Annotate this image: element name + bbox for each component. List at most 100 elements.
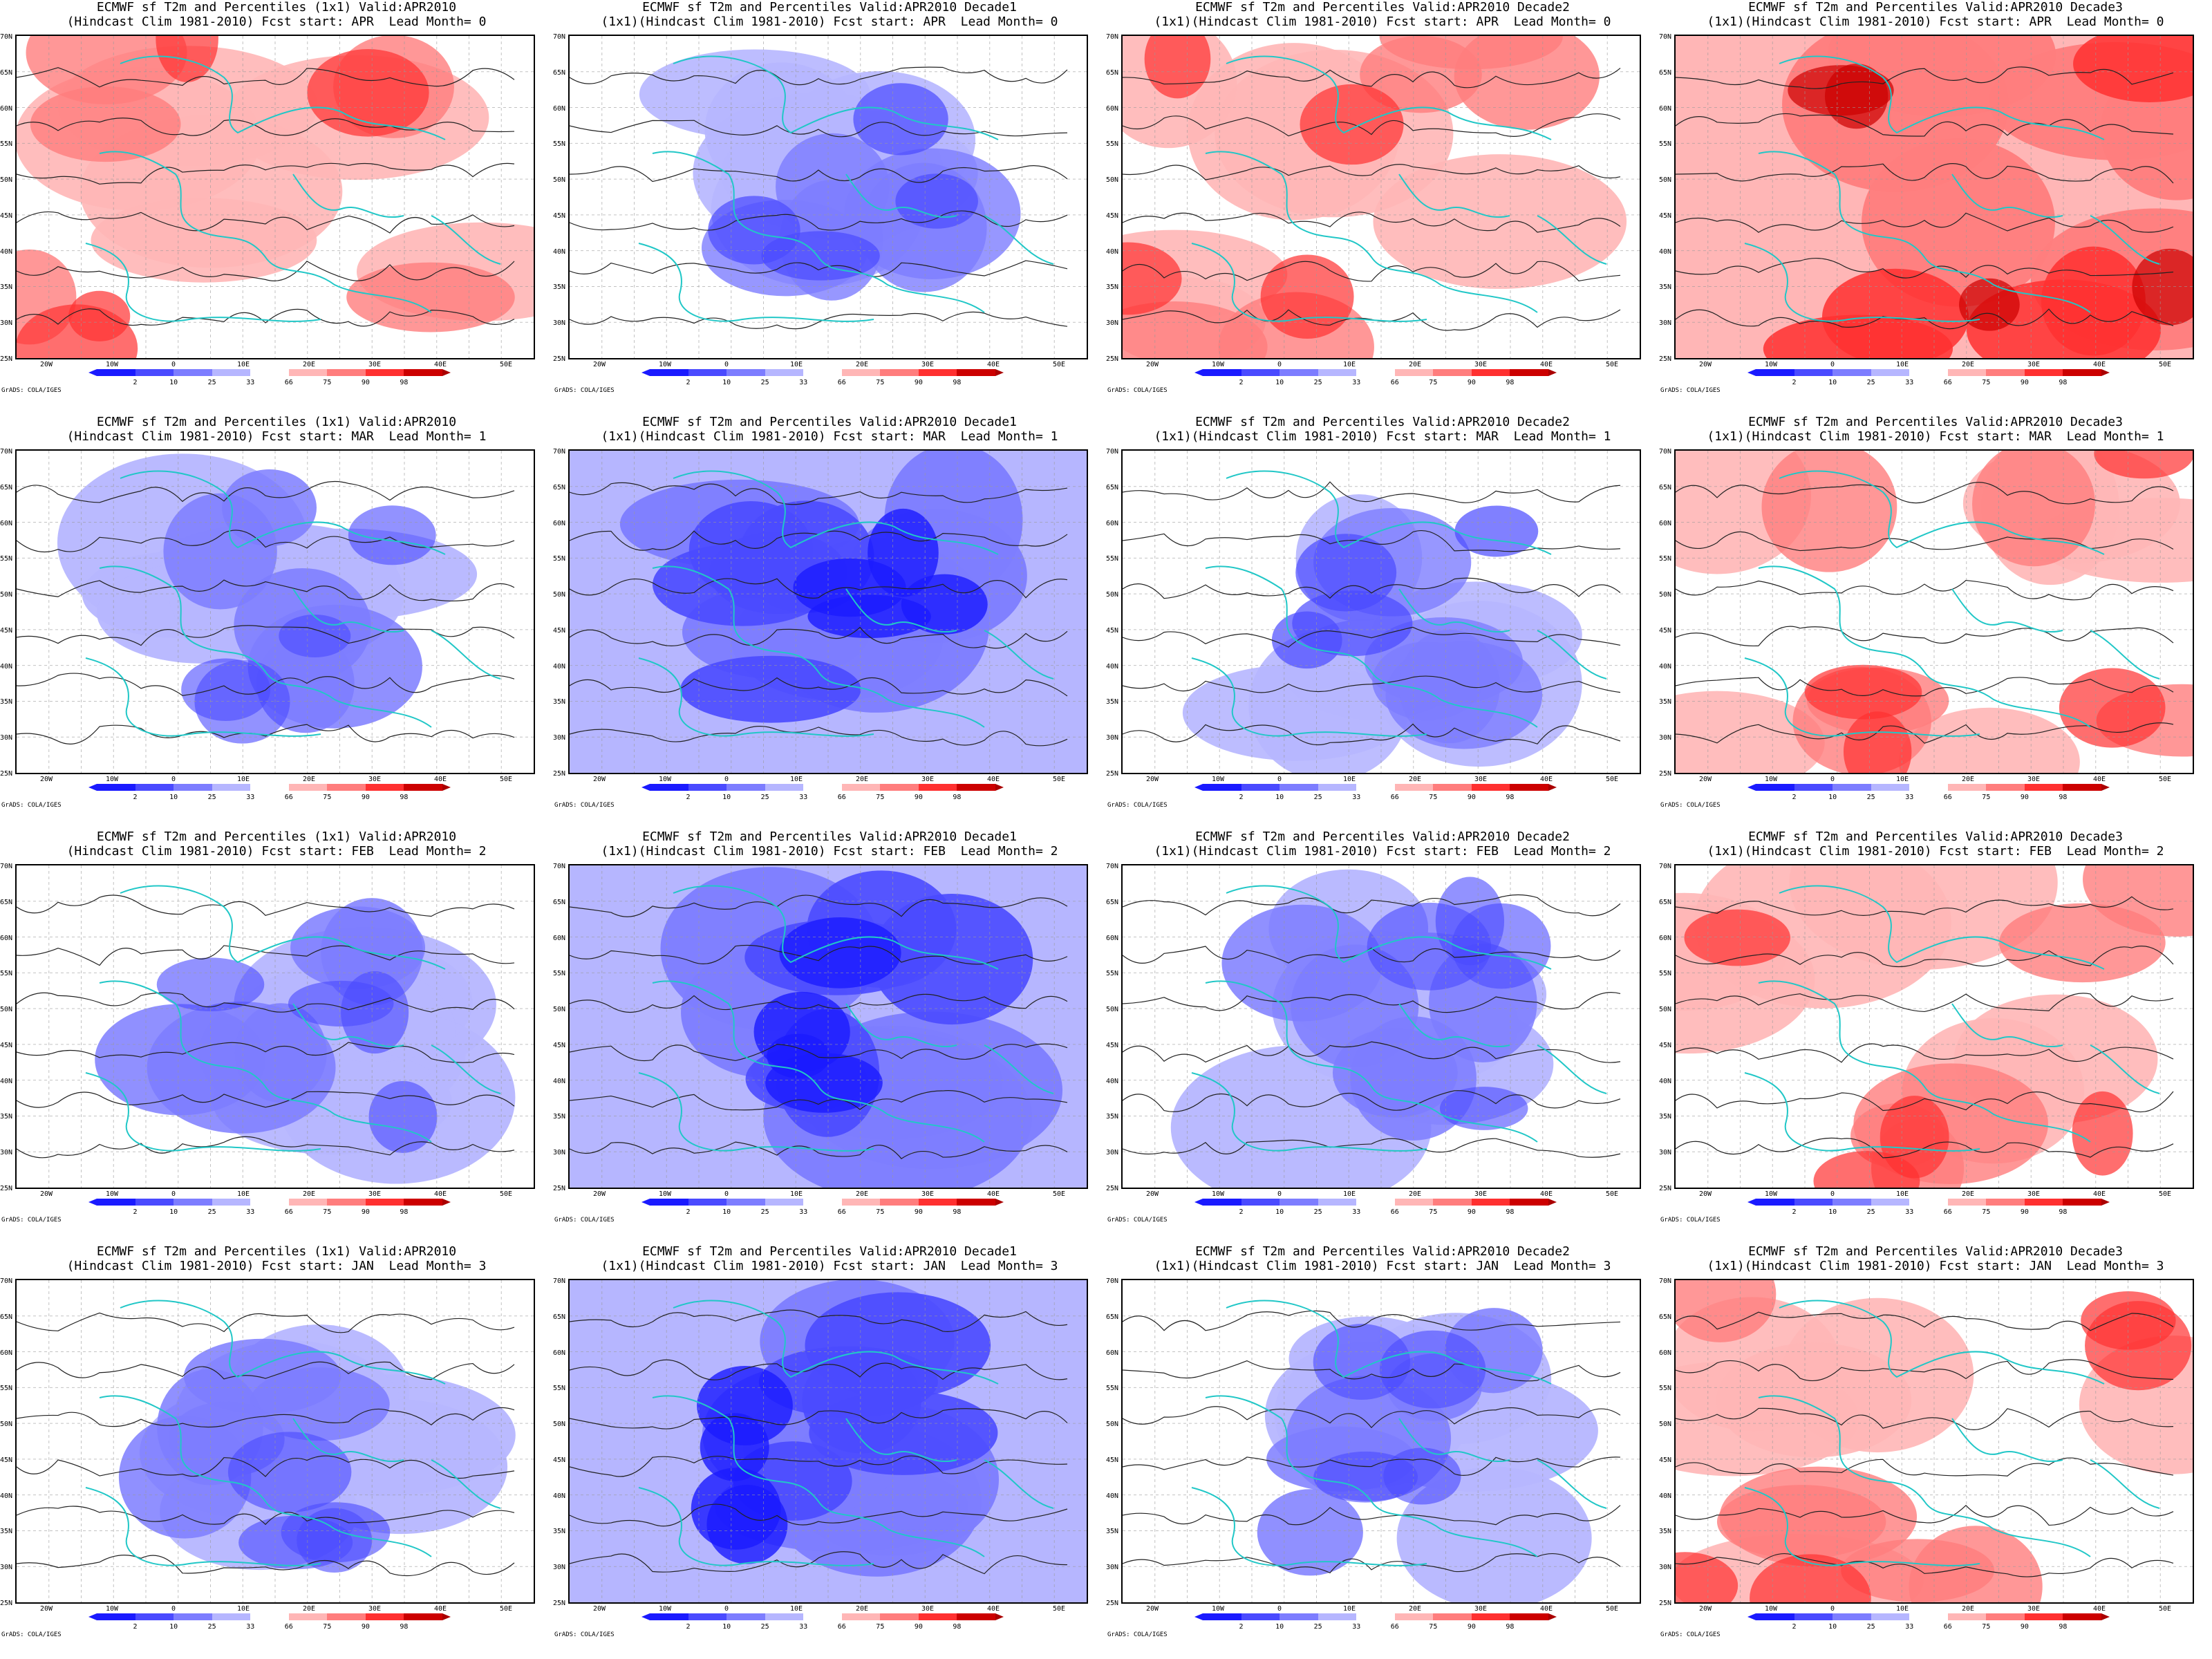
percentile-map bbox=[15, 864, 535, 1189]
latitude-label: 25N bbox=[553, 1185, 566, 1192]
latitude-label: 45N bbox=[0, 1456, 13, 1464]
colorbar-segment bbox=[1471, 1199, 1510, 1206]
latitude-label: 40N bbox=[0, 1492, 13, 1500]
colorbar-tick-label: 33 bbox=[1905, 794, 1914, 801]
colorbar-min-arrow bbox=[1747, 369, 1756, 376]
colorbar-max-arrow bbox=[442, 1199, 451, 1206]
colorbar-max-arrow bbox=[995, 369, 1004, 376]
colorbar-segment bbox=[688, 1613, 727, 1620]
colorbar-tick-label: 2 bbox=[686, 1623, 691, 1631]
colorbar-tick-label: 98 bbox=[953, 1208, 962, 1216]
colorbar-tick-label: 10 bbox=[1275, 794, 1284, 801]
colorbar-segment bbox=[803, 1613, 842, 1620]
latitude-label: 30N bbox=[1659, 734, 1672, 742]
latitude-label: 30N bbox=[553, 1564, 566, 1572]
latitude-label: 35N bbox=[1659, 698, 1672, 706]
percentile-colorbar: 2 10 25 33 66 75 90 98 bbox=[88, 369, 451, 397]
map-panel: ECMWF sf T2m and Percentiles (1x1) Valid… bbox=[0, 830, 539, 1244]
latitude-label: 45N bbox=[1659, 212, 1672, 220]
colorbar-segment bbox=[1241, 784, 1280, 791]
map-canvas bbox=[1123, 1280, 1640, 1602]
colorbar-tick-label: 33 bbox=[1352, 1208, 1361, 1216]
percentile-colorbar: 2 10 25 33 66 75 90 98 bbox=[88, 1613, 451, 1641]
colorbar-tick-label: 75 bbox=[1429, 1208, 1438, 1216]
latitude-label: 70N bbox=[553, 33, 566, 41]
percentile-colorbar: 2 10 25 33 66 75 90 98 bbox=[1747, 1199, 2110, 1226]
colorbar-segment bbox=[1756, 1613, 1794, 1620]
latitude-label: 35N bbox=[1659, 283, 1672, 292]
colorbar-max-arrow bbox=[442, 1613, 451, 1620]
latitude-label: 65N bbox=[1659, 483, 1672, 491]
latitude-label: 45N bbox=[553, 1456, 566, 1464]
colorbar-segment bbox=[288, 1199, 328, 1206]
latitude-label: 60N bbox=[0, 934, 13, 942]
longitude-label: 40E bbox=[2093, 776, 2106, 783]
longitude-label: 10E bbox=[1343, 1190, 1356, 1198]
colorbar-tick-label: 98 bbox=[953, 1623, 962, 1631]
longitude-label: 20W bbox=[40, 1605, 53, 1613]
latitude-label: 45N bbox=[1106, 626, 1119, 635]
colorbar-tick-label: 2 bbox=[1239, 1208, 1244, 1216]
colorbar-tick-label: 10 bbox=[1828, 1208, 1837, 1216]
colorbar-segment bbox=[1794, 1613, 1833, 1620]
latitude-label: 30N bbox=[0, 734, 13, 742]
colorbar-tick-label: 75 bbox=[323, 1208, 332, 1216]
latitude-label: 30N bbox=[1106, 319, 1119, 328]
grads-credit: GrADS: COLA/IGES bbox=[1660, 1631, 1721, 1638]
map-canvas bbox=[17, 1280, 534, 1602]
longitude-label: 20E bbox=[856, 776, 869, 783]
latitude-label: 35N bbox=[1659, 1113, 1672, 1121]
map-canvas bbox=[570, 1280, 1087, 1602]
colorbar-segment bbox=[1909, 1613, 1948, 1620]
colorbar-tick-label: 33 bbox=[246, 1623, 255, 1631]
longitude-label: 0 bbox=[171, 1605, 176, 1613]
colorbar-min-arrow bbox=[88, 1613, 97, 1620]
colorbar-tick-label: 75 bbox=[323, 379, 332, 386]
longitude-label: 10W bbox=[1212, 776, 1225, 783]
colorbar-tick-label: 10 bbox=[169, 1208, 178, 1216]
colorbar-tick-label: 2 bbox=[686, 794, 691, 801]
colorbar-tick-label: 25 bbox=[760, 379, 769, 386]
panel-title: ECMWF sf T2m and Percentiles (1x1) Valid… bbox=[66, 415, 487, 444]
latitude-label: 60N bbox=[0, 519, 13, 527]
colorbar-segment bbox=[688, 1199, 727, 1206]
colorbar-segment bbox=[918, 784, 957, 791]
colorbar-segment bbox=[1510, 369, 1548, 376]
panel-title: ECMWF sf T2m and Percentiles Valid:APR20… bbox=[1154, 0, 1611, 29]
latitude-label: 60N bbox=[1659, 934, 1672, 942]
colorbar-segment bbox=[1203, 1199, 1241, 1206]
colorbar-segment bbox=[1909, 784, 1948, 791]
colorbar-tick-label: 75 bbox=[1982, 379, 1991, 386]
colorbar-tick-label: 98 bbox=[400, 379, 409, 386]
longitude-label: 40E bbox=[987, 361, 1000, 368]
colorbar-segment bbox=[1241, 369, 1280, 376]
colorbar-min-arrow bbox=[1194, 1613, 1203, 1620]
longitude-label: 10E bbox=[1896, 776, 1909, 783]
latitude-label: 45N bbox=[0, 626, 13, 635]
latitude-label: 40N bbox=[553, 662, 566, 671]
grads-credit: GrADS: COLA/IGES bbox=[1107, 387, 1168, 394]
latitude-label: 25N bbox=[0, 355, 13, 363]
colorbar-segment bbox=[765, 1613, 804, 1620]
latitude-label: 70N bbox=[553, 1277, 566, 1285]
latitude-label: 30N bbox=[1659, 1564, 1672, 1572]
colorbar-tick-label: 66 bbox=[284, 379, 293, 386]
colorbar-min-arrow bbox=[1194, 369, 1203, 376]
colorbar-segment bbox=[650, 369, 688, 376]
latitude-label: 70N bbox=[1659, 1277, 1672, 1285]
colorbar-tick-label: 90 bbox=[2020, 794, 2029, 801]
grads-credit: GrADS: COLA/IGES bbox=[1, 1631, 62, 1638]
longitude-label: 20E bbox=[1409, 1605, 1422, 1613]
latitude-label: 30N bbox=[1106, 734, 1119, 742]
latitude-label: 25N bbox=[1106, 1600, 1119, 1607]
latitude-label: 70N bbox=[1106, 863, 1119, 870]
latitude-label: 25N bbox=[0, 770, 13, 778]
colorbar-segment bbox=[803, 369, 842, 376]
colorbar-tick-label: 2 bbox=[1239, 379, 1244, 386]
colorbar-segment bbox=[97, 1199, 135, 1206]
colorbar-segment bbox=[957, 369, 995, 376]
panel-title: ECMWF sf T2m and Percentiles (1x1) Valid… bbox=[66, 830, 487, 859]
longitude-label: 50E bbox=[1606, 361, 1619, 368]
latitude-label: 60N bbox=[553, 104, 566, 113]
grads-credit: GrADS: COLA/IGES bbox=[1660, 802, 1721, 809]
